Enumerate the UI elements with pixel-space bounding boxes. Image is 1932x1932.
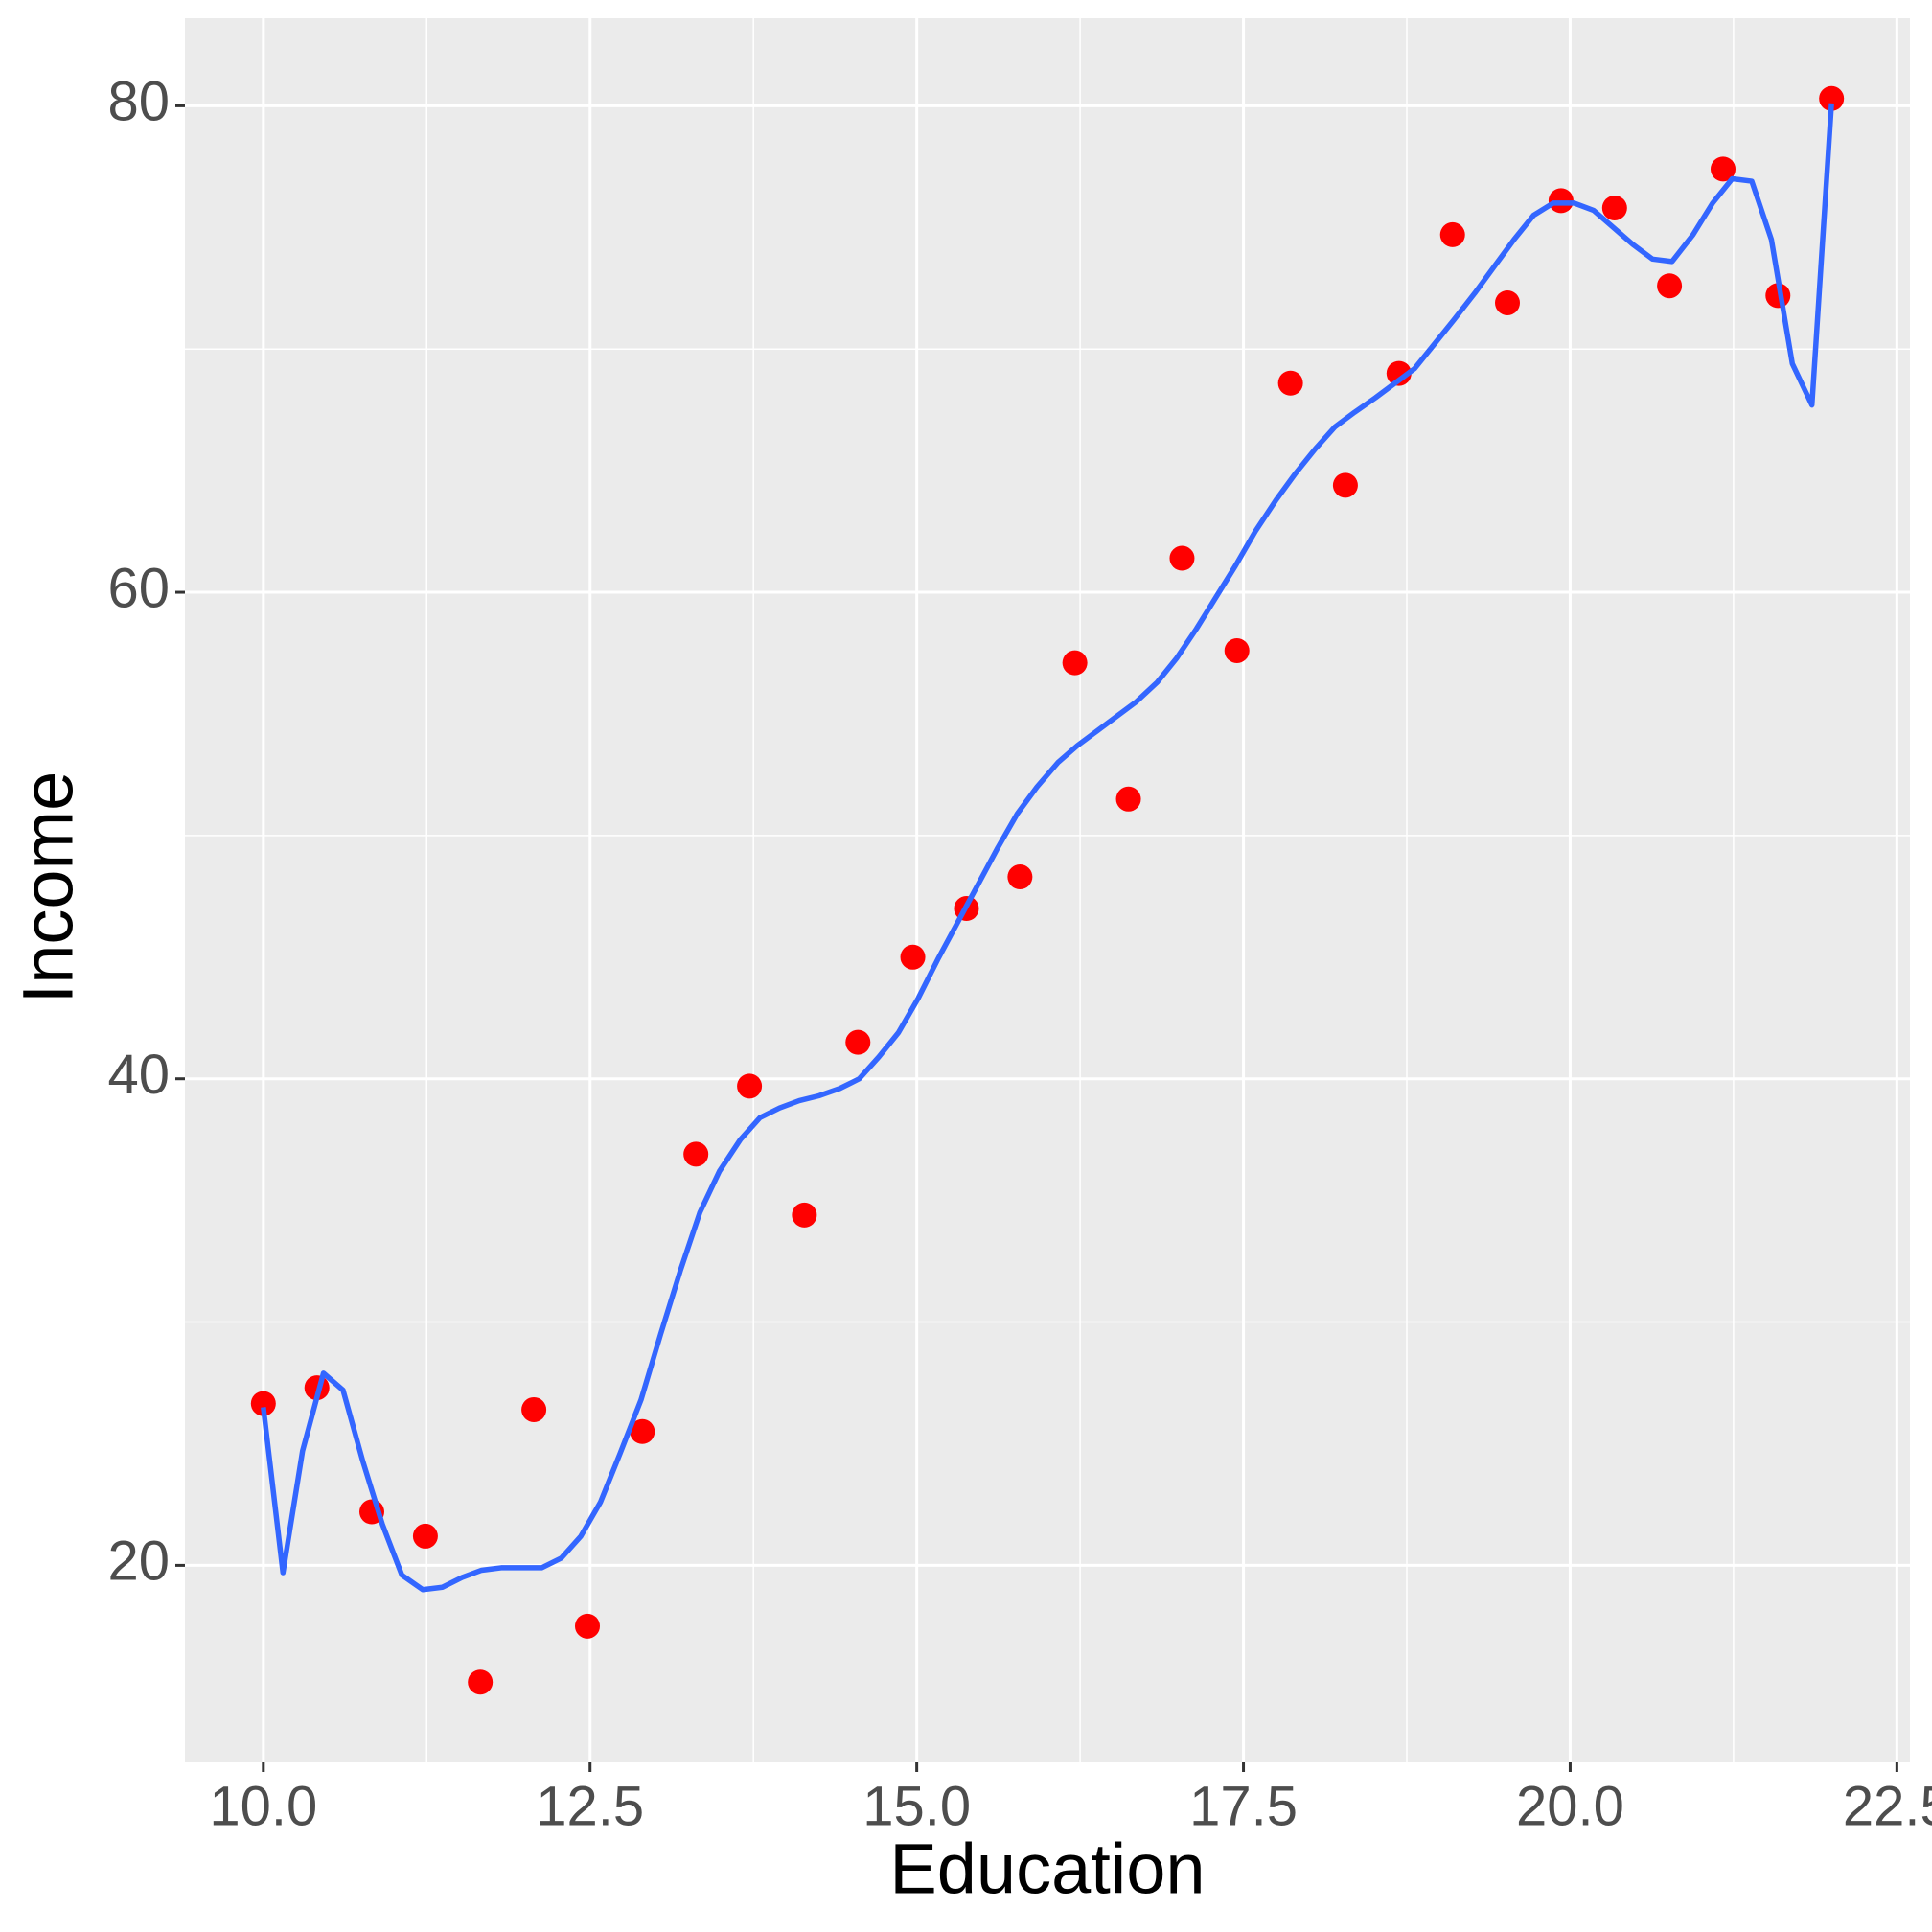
y-tick-label: 20 (107, 1530, 170, 1593)
point (683, 1141, 709, 1167)
point (575, 1613, 600, 1639)
point (1116, 786, 1141, 812)
point (1224, 637, 1250, 663)
point (1819, 85, 1845, 111)
point (845, 1029, 871, 1055)
point (630, 1418, 656, 1444)
y-tick-label: 80 (107, 71, 170, 133)
point (900, 944, 926, 970)
x-tick-label: 17.5 (1189, 1775, 1298, 1837)
point (1495, 289, 1520, 315)
smooth-line (261, 103, 1834, 1593)
point (1386, 360, 1412, 386)
point (1062, 650, 1088, 676)
x-tick-label: 12.5 (536, 1775, 644, 1837)
y-tick-label: 40 (107, 1044, 170, 1106)
y-axis-title: Income (9, 771, 88, 1004)
x-axis-title: Education (889, 1829, 1205, 1909)
x-tick-label: 15.0 (862, 1775, 971, 1837)
x-tick-label: 22.5 (1843, 1775, 1932, 1837)
point (250, 1391, 276, 1416)
point (1711, 156, 1736, 182)
y-tick-label: 60 (107, 557, 170, 619)
point (1277, 370, 1303, 396)
point (1601, 195, 1627, 220)
point (1439, 221, 1465, 247)
point (412, 1523, 438, 1549)
point (468, 1669, 494, 1695)
point (1007, 864, 1033, 890)
x-tick-label: 10.0 (209, 1775, 317, 1837)
panel (185, 18, 1910, 1762)
point (1169, 545, 1195, 571)
x-tick-label: 20.0 (1516, 1775, 1624, 1837)
point (1332, 472, 1358, 498)
point (737, 1073, 763, 1099)
point (521, 1396, 547, 1422)
point (1657, 273, 1683, 299)
point (792, 1202, 817, 1228)
